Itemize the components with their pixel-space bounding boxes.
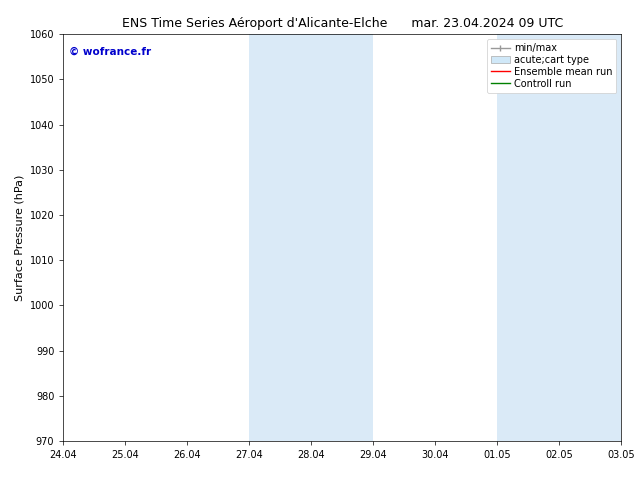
- Y-axis label: Surface Pressure (hPa): Surface Pressure (hPa): [14, 174, 24, 301]
- Bar: [249, 34, 373, 441]
- Bar: [497, 34, 621, 441]
- Text: © wofrance.fr: © wofrance.fr: [69, 47, 151, 56]
- Legend: min/max, acute;cart type, Ensemble mean run, Controll run: min/max, acute;cart type, Ensemble mean …: [487, 39, 616, 93]
- Title: ENS Time Series Aéroport d'Alicante-Elche      mar. 23.04.2024 09 UTC: ENS Time Series Aéroport d'Alicante-Elch…: [122, 17, 563, 30]
